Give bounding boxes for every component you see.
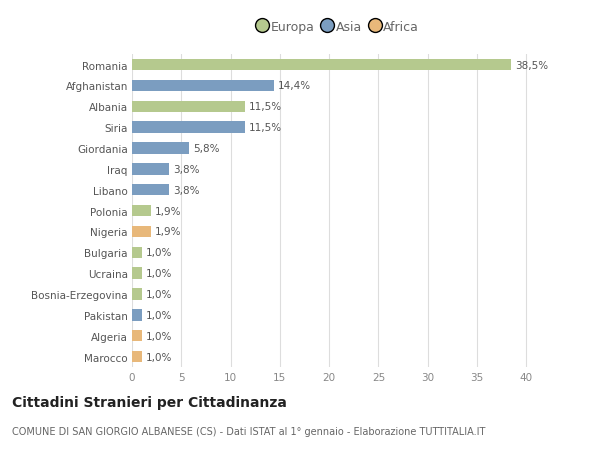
- Bar: [132, 289, 142, 300]
- Text: 1,0%: 1,0%: [146, 352, 172, 362]
- Text: 1,9%: 1,9%: [155, 227, 181, 237]
- Text: 1,0%: 1,0%: [146, 269, 172, 279]
- Text: 14,4%: 14,4%: [278, 81, 311, 91]
- Bar: [132, 185, 169, 196]
- Text: 1,0%: 1,0%: [146, 310, 172, 320]
- Bar: [132, 330, 142, 341]
- Bar: [132, 268, 142, 279]
- Bar: [132, 164, 169, 175]
- Bar: [132, 81, 274, 92]
- Text: 5,8%: 5,8%: [193, 144, 220, 154]
- Bar: [132, 101, 245, 113]
- Text: 1,9%: 1,9%: [155, 206, 181, 216]
- Text: 38,5%: 38,5%: [515, 61, 548, 71]
- Bar: [132, 309, 142, 321]
- Text: 1,0%: 1,0%: [146, 331, 172, 341]
- Bar: [132, 122, 245, 134]
- Text: 1,0%: 1,0%: [146, 248, 172, 258]
- Bar: [132, 206, 151, 217]
- Text: COMUNE DI SAN GIORGIO ALBANESE (CS) - Dati ISTAT al 1° gennaio - Elaborazione TU: COMUNE DI SAN GIORGIO ALBANESE (CS) - Da…: [12, 426, 485, 436]
- Bar: [132, 60, 511, 71]
- Bar: [132, 247, 142, 258]
- Bar: [132, 226, 151, 238]
- Text: 11,5%: 11,5%: [250, 123, 283, 133]
- Bar: [132, 351, 142, 363]
- Text: Cittadini Stranieri per Cittadinanza: Cittadini Stranieri per Cittadinanza: [12, 395, 287, 409]
- Text: 11,5%: 11,5%: [250, 102, 283, 112]
- Bar: [132, 143, 189, 154]
- Text: 3,8%: 3,8%: [173, 164, 200, 174]
- Text: 1,0%: 1,0%: [146, 289, 172, 299]
- Legend: Europa, Asia, Africa: Europa, Asia, Africa: [256, 17, 422, 38]
- Text: 3,8%: 3,8%: [173, 185, 200, 196]
